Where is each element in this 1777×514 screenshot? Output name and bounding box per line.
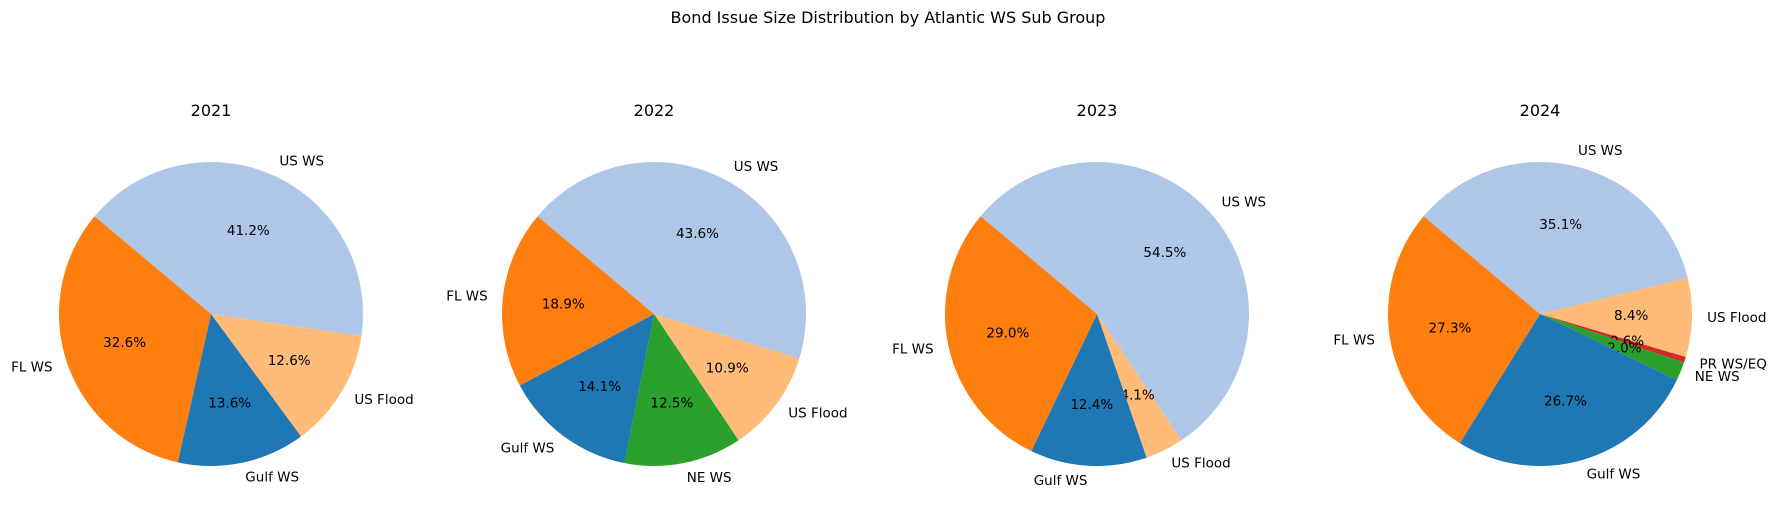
- slice-percent-label: 32.6%: [103, 335, 146, 351]
- pie-slice: [1540, 314, 1686, 363]
- slice-label: Gulf WS: [245, 470, 299, 486]
- slice-percent-label: 35.1%: [1539, 217, 1582, 233]
- slice-label: US Flood: [354, 392, 413, 408]
- slice-percent-label: 27.3%: [1429, 320, 1472, 336]
- slice-percent-label: 18.9%: [542, 297, 585, 313]
- slice-percent-label: 12.6%: [268, 353, 311, 369]
- slice-label: NE WS: [687, 470, 732, 486]
- slice-percent-label: 41.2%: [227, 223, 270, 239]
- pie-title: 2021: [191, 101, 232, 120]
- slice-label: US Flood: [788, 406, 847, 422]
- slice-label: US Flood: [1707, 310, 1766, 326]
- pie-chart-2021: 2021 US WS 41.2% US Flood 12.6% Gulf WS 13.6% F…: [11, 101, 414, 486]
- slice-label: FL WS: [446, 289, 488, 305]
- pie-slice: [1459, 314, 1677, 467]
- pie-slice: [1540, 277, 1692, 358]
- slice-label: US WS: [1578, 143, 1623, 159]
- pie-slice: [980, 162, 1249, 441]
- slice-label: PR WS/EQ: [1699, 356, 1766, 372]
- slice-percent-label: 13.6%: [208, 395, 251, 411]
- slice-percent-label: 14.1%: [578, 379, 621, 395]
- pie-title: 2024: [1520, 101, 1561, 120]
- slice-label: US WS: [1221, 194, 1266, 210]
- slice-percent-label: 12.5%: [650, 395, 693, 411]
- pie-slice: [624, 314, 739, 467]
- pie-slice: [94, 162, 363, 336]
- pie-slice: [1387, 216, 1540, 444]
- pie-slice: [502, 216, 654, 386]
- slice-percent-label: 10.9%: [706, 360, 749, 376]
- pie-slice: [211, 314, 362, 437]
- slice-label: US WS: [279, 153, 324, 169]
- pie-slice: [519, 314, 654, 464]
- pie-chart-2022: 2022 US WS 43.6% US Flood 10.9% NE WS 12.5% Gul…: [446, 101, 847, 486]
- slice-percent-label: 43.6%: [676, 226, 719, 242]
- slice-label: FL WS: [1333, 332, 1375, 348]
- slice-percent-label: 54.5%: [1143, 245, 1186, 261]
- pie-chart-2023: 2023 US WS 54.5% US Flood 4.1% Gulf WS 12.4% FL…: [892, 101, 1266, 489]
- pie-slice: [58, 216, 211, 463]
- pie-slice: [1097, 314, 1182, 458]
- pie-title: 2022: [634, 101, 675, 120]
- figure-suptitle: Bond Issue Size Distribution by Atlantic…: [671, 8, 1106, 27]
- slice-label: Gulf WS: [501, 440, 555, 456]
- pie-slice: [177, 314, 302, 467]
- slice-percent-label: 12.4%: [1070, 397, 1113, 413]
- slice-label: FL WS: [892, 341, 934, 357]
- pie-slice: [537, 162, 807, 359]
- slice-percent-label: 8.4%: [1614, 308, 1648, 324]
- pie-slice: [1031, 314, 1147, 466]
- slice-label: FL WS: [11, 360, 53, 376]
- slice-percent-label: 26.7%: [1544, 394, 1587, 410]
- pie-slice: [1540, 314, 1685, 381]
- slice-label: Gulf WS: [1587, 467, 1641, 483]
- pie-slice: [1423, 162, 1688, 314]
- pie-charts: 2021 US WS 41.2% US Flood 12.6% Gulf WS 13.6% F…: [11, 101, 1767, 489]
- slice-label: NE WS: [1695, 369, 1740, 385]
- slice-label: US Flood: [1171, 456, 1230, 472]
- slice-percent-label: 29.0%: [986, 325, 1029, 341]
- slice-label: Gulf WS: [1034, 473, 1088, 489]
- pie-slice: [654, 314, 800, 441]
- slice-percent-label: 4.1%: [1120, 388, 1154, 404]
- slice-label: US WS: [734, 159, 779, 175]
- pie-title: 2023: [1077, 101, 1118, 120]
- pie-slice: [944, 216, 1097, 452]
